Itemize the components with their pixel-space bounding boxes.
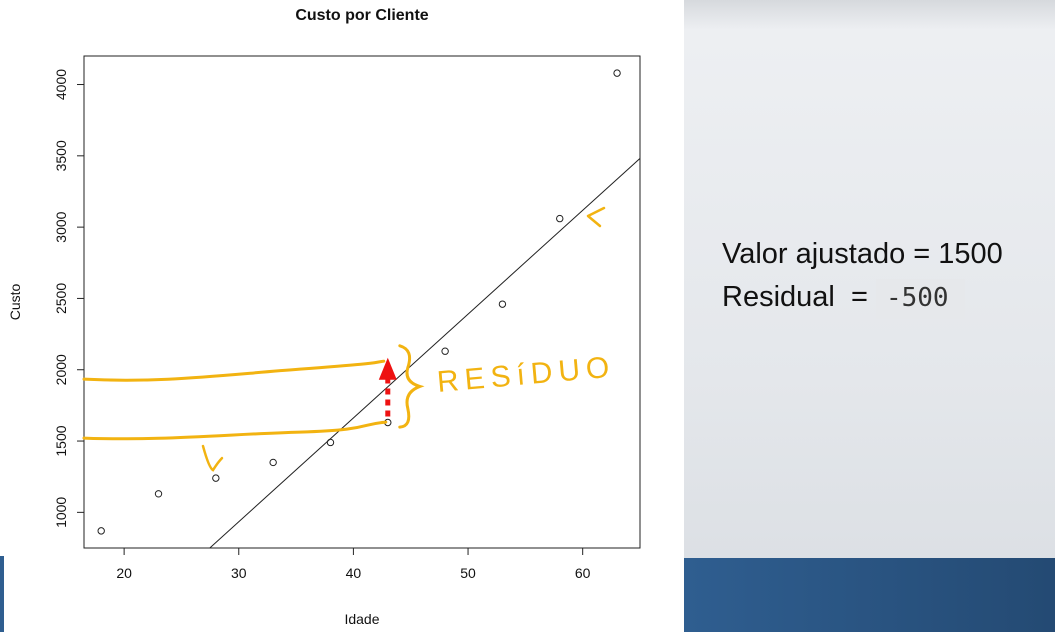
residual-brace bbox=[398, 344, 425, 429]
slide-side-panel bbox=[684, 0, 1055, 632]
fitted-value-label: Valor ajustado = 1500 bbox=[722, 238, 1003, 270]
upper-guide-stroke bbox=[82, 359, 386, 382]
y-tick-label: 3000 bbox=[53, 211, 69, 242]
panel-top-shade bbox=[684, 0, 1055, 30]
data-points bbox=[97, 69, 621, 535]
slide-footer-band bbox=[684, 558, 1055, 632]
x-tick-label: 60 bbox=[575, 565, 591, 581]
x-tick-label: 50 bbox=[460, 565, 476, 581]
x-tick-label: 40 bbox=[346, 565, 362, 581]
y-axis-label: Custo bbox=[7, 284, 23, 321]
data-point bbox=[269, 458, 277, 467]
angle-mark bbox=[586, 206, 606, 228]
plot-frame bbox=[83, 55, 641, 549]
scatter-chart: Custo por Cliente Idade Custo 20 30 40 50 60… bbox=[7, 7, 641, 627]
plot-panel: Custo por Cliente Idade Custo 20 30 40 50 60… bbox=[7, 7, 641, 627]
residual-label: Residual = bbox=[722, 281, 868, 313]
chart-title: Custo por Cliente bbox=[295, 7, 428, 24]
y-tick-label: 1000 bbox=[53, 497, 69, 528]
down-check-mark bbox=[201, 444, 224, 472]
data-point bbox=[212, 474, 220, 482]
data-point bbox=[326, 438, 335, 447]
y-tick-label: 2000 bbox=[53, 354, 69, 385]
handwritten-annotations: RESíDUO bbox=[82, 206, 617, 472]
data-point bbox=[498, 300, 507, 308]
y-tick-label: 1500 bbox=[53, 425, 69, 456]
regression-line-layer bbox=[209, 158, 640, 548]
x-tick-label: 30 bbox=[231, 565, 247, 581]
slide-left-edge-band bbox=[0, 556, 4, 632]
y-axis: 1000 1500 2000 2500 3000 3500 4000 bbox=[53, 69, 84, 528]
data-point bbox=[613, 69, 621, 77]
data-point bbox=[97, 527, 105, 535]
data-point bbox=[556, 214, 564, 223]
lower-guide-stroke bbox=[82, 420, 388, 441]
residual-row: Residual = -500 bbox=[722, 279, 965, 319]
x-axis-label: Idade bbox=[344, 611, 379, 627]
residual-handwritten-text: RESíDUO bbox=[436, 351, 617, 399]
regression-line bbox=[209, 158, 640, 548]
y-tick-label: 2500 bbox=[53, 283, 69, 314]
residual-value-badge: -500 bbox=[875, 279, 965, 319]
data-point bbox=[441, 347, 449, 355]
x-axis: 20 30 40 50 60 bbox=[116, 548, 591, 581]
data-point bbox=[154, 490, 163, 498]
y-tick-label: 4000 bbox=[53, 69, 69, 100]
x-tick-label: 20 bbox=[116, 565, 132, 581]
y-tick-label: 3500 bbox=[53, 140, 69, 171]
residual-arrow-head bbox=[378, 357, 397, 380]
